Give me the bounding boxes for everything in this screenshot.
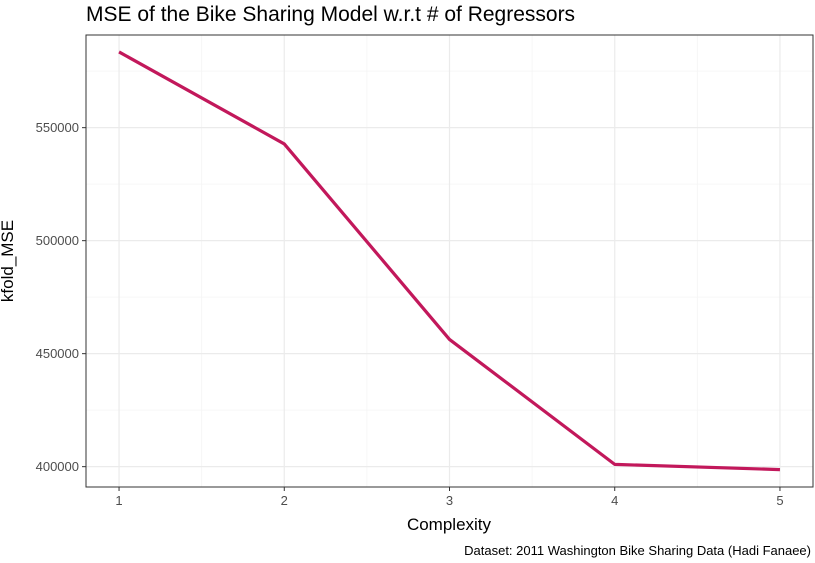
chart-caption: Dataset: 2011 Washington Bike Sharing Da…	[464, 543, 811, 558]
x-tick-label: 5	[776, 493, 783, 508]
y-tick-label: 400000	[36, 459, 79, 474]
x-axis-title: Complexity	[407, 515, 492, 534]
major-gridlines	[86, 35, 813, 487]
y-axis-title: kfold_MSE	[0, 220, 17, 302]
x-axis: 1 2 3 4 5	[115, 487, 784, 508]
x-tick-label: 4	[611, 493, 618, 508]
chart-title: MSE of the Bike Sharing Model w.r.t # of…	[86, 3, 575, 26]
y-axis: 400000 450000 500000 550000	[36, 120, 86, 474]
series-line	[118, 50, 781, 472]
y-tick-label: 550000	[36, 120, 79, 135]
series-layer	[118, 50, 781, 472]
y-tick-label: 500000	[36, 233, 79, 248]
y-tick-label: 450000	[36, 346, 79, 361]
x-tick-label: 3	[446, 493, 453, 508]
x-tick-label: 2	[281, 493, 288, 508]
x-tick-label: 1	[115, 493, 122, 508]
